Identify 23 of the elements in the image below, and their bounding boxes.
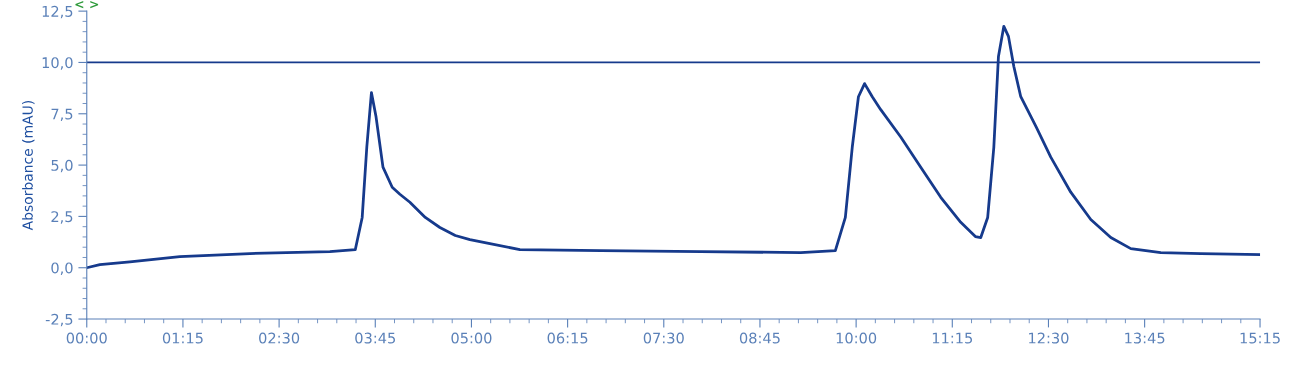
y-tick-label: 0,0 (51, 262, 73, 275)
x-tick-label: 03:45 (355, 332, 396, 344)
y-tick-label: 12,5 (42, 5, 73, 19)
y-tick-label: -2,5 (45, 313, 73, 327)
x-tick-label: 00:00 (66, 332, 107, 344)
y-tick-label: 7,5 (51, 108, 73, 122)
x-tick-label: 13:45 (1125, 332, 1165, 344)
x-tick-label: 01:15 (162, 332, 203, 344)
x-tick-label: 02:30 (259, 332, 300, 344)
x-tick-label: 05:00 (451, 332, 492, 344)
y-tick-label: 5,0 (51, 159, 73, 173)
x-tick-label: 06:15 (547, 332, 588, 344)
x-tick-label: 11:15 (932, 332, 973, 344)
x-tick-label: 10:00 (836, 332, 877, 344)
y-axis-title: Absorbance (mAU) (22, 101, 35, 231)
line-series (86, 24, 1261, 270)
x-tick-label: 07:30 (643, 332, 684, 344)
y-tick-label: 2,5 (51, 211, 73, 224)
x-tick-label: 08:45 (739, 332, 780, 344)
x-tick-label: 12:30 (1029, 332, 1069, 344)
y-tick-label: 10,0 (42, 57, 73, 70)
text: < > (75, 1, 99, 9)
x-tick-label: 15:15 (1240, 332, 1280, 344)
